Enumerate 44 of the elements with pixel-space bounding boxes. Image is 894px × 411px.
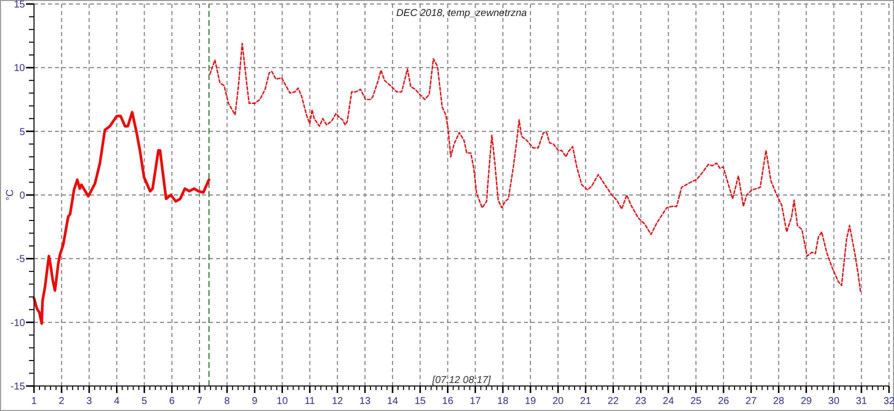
x-tick-label: 10	[276, 396, 288, 407]
x-tick-label: 16	[442, 396, 454, 407]
x-tick-label: 18	[497, 396, 509, 407]
x-tick-label: 4	[114, 396, 120, 407]
x-tick-label: 7	[196, 396, 203, 407]
x-tick-label: 12	[332, 396, 344, 407]
x-tick-label: 14	[386, 396, 399, 407]
y-tick-label: 10	[14, 63, 26, 74]
line-series	[32, 110, 210, 325]
x-tick-label: 8	[224, 396, 230, 407]
x-tick-label: 11	[304, 396, 316, 407]
x-tick-label: 21	[580, 396, 592, 407]
x-tick-label: 28	[773, 396, 785, 407]
x-tick-label: 20	[552, 396, 564, 407]
chart-title: DEC 2018, temp_zewnetrzna	[396, 8, 528, 19]
x-tick-label: 13	[359, 396, 371, 407]
x-tick-label: 29	[800, 396, 812, 407]
x-tick-label: 25	[690, 396, 702, 407]
x-tick-label: 9	[252, 396, 258, 407]
x-tick-label: 22	[608, 396, 620, 407]
y-tick-label: -10	[10, 318, 26, 329]
x-tick-label: 2	[58, 396, 65, 407]
y-tick-label: -5	[16, 254, 26, 266]
x-tick-label: 31	[856, 396, 868, 407]
y-axis-title: °C	[5, 189, 16, 201]
x-tick-label: 19	[524, 396, 536, 407]
line-series	[209, 42, 862, 292]
x-tick-label: 6	[169, 396, 176, 407]
x-tick-label: 26	[718, 396, 730, 407]
y-tick-label: 15	[14, 0, 26, 10]
x-tick-label: 24	[662, 396, 674, 407]
y-tick-label: -15	[10, 382, 26, 392]
x-tick-label: 32	[883, 396, 894, 407]
x-tick-label: 17	[470, 396, 482, 407]
x-tick-label: 23	[635, 396, 647, 407]
y-tick-label: 0	[19, 190, 26, 202]
annotation: [07.12 08:17]	[431, 375, 491, 386]
x-tick-label: 5	[142, 396, 148, 407]
x-tick-label: 15	[414, 396, 426, 407]
x-tick-label: 1	[31, 396, 38, 407]
y-tick-label: 5	[19, 126, 26, 138]
x-tick-label: 30	[828, 396, 840, 407]
x-tick-label: 27	[746, 396, 758, 407]
x-tick-label: 3	[86, 396, 92, 407]
